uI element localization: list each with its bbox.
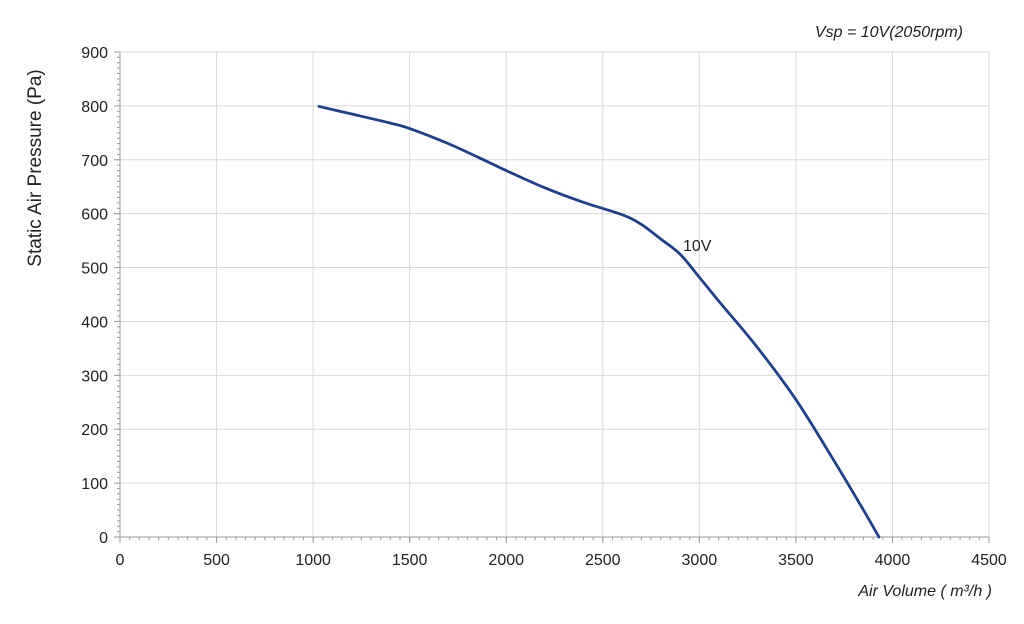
x-tick-label: 2500 xyxy=(585,552,621,569)
y-tick-label: 400 xyxy=(81,314,108,331)
x-tick-label: 4000 xyxy=(875,552,911,569)
x-axis-title: Air Volume ( m³/h ) xyxy=(857,583,992,600)
y-tick-label: 600 xyxy=(81,207,108,224)
x-tick-label: 500 xyxy=(203,552,230,569)
axes xyxy=(119,52,989,538)
y-tick-label: 200 xyxy=(81,422,108,439)
x-tick-label: 3500 xyxy=(778,552,814,569)
series-lines xyxy=(317,105,881,539)
x-tick-label: 1000 xyxy=(295,552,331,569)
y-tick-label: 100 xyxy=(81,476,108,493)
x-tick-label: 3000 xyxy=(682,552,718,569)
y-tick-labels: 0 100 200 300 400 500 600 700 800 900 xyxy=(81,45,108,547)
y-tick-label: 700 xyxy=(81,153,108,170)
y-tick-label: 800 xyxy=(81,99,108,116)
x-tick-labels: 0 500 1000 1500 2000 2500 3000 3500 4000 4500 xyxy=(116,552,1007,569)
x-tick-label: 2000 xyxy=(488,552,524,569)
grid-lines xyxy=(120,51,990,537)
y-tick-label: 300 xyxy=(81,368,108,385)
x-tick-label: 1500 xyxy=(392,552,428,569)
series-label-10v: 10V xyxy=(683,238,712,255)
y-tick-label: 900 xyxy=(81,45,108,62)
y-tick-label: 500 xyxy=(81,261,108,278)
x-tick-label: 4500 xyxy=(971,552,1007,569)
x-tick-label: 0 xyxy=(116,552,125,569)
y-tick-label: 0 xyxy=(99,530,108,547)
series-line-1 xyxy=(317,105,881,539)
y-axis-title: Static Air Pressure (Pa) xyxy=(25,69,46,266)
speed-annotation: Vsp = 10V(2050rpm) xyxy=(815,24,963,41)
